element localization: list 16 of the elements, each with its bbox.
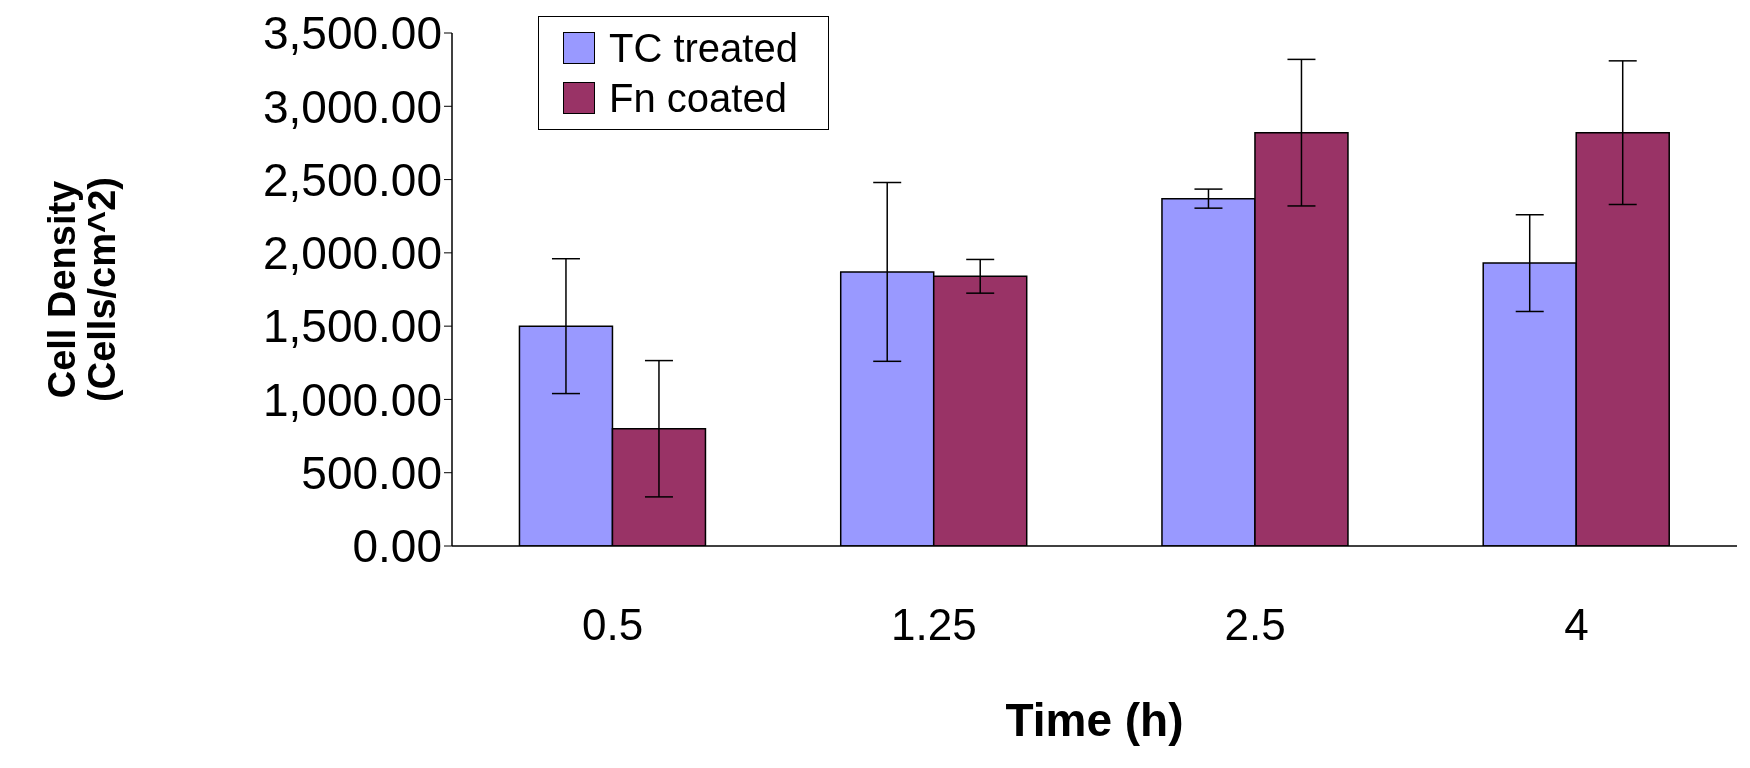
legend-label: Fn coated (609, 75, 787, 122)
y-tick-label: 2,000.00 (262, 227, 442, 280)
x-tick-label: 4 (1564, 600, 1589, 650)
y-tick-label: 3,500.00 (262, 7, 442, 60)
y-tick-label: 1,000.00 (262, 373, 442, 426)
legend-label: TC treated (609, 25, 798, 72)
x-tick-label: 0.5 (582, 600, 644, 650)
y-axis-title: Cell Density (Cells/cm^2) (41, 177, 123, 402)
y-tick-label: 3,000.00 (262, 80, 442, 133)
x-tick-label: 2.5 (1224, 600, 1286, 650)
x-axis-title: Time (h) (1005, 694, 1184, 746)
y-tick-label: 0.00 (352, 520, 442, 573)
y-tick-label: 500.00 (301, 447, 442, 500)
y-tick-label: 2,500.00 (262, 153, 442, 206)
x-tick-label: 1.25 (891, 600, 977, 650)
y-tick-label: 1,500.00 (262, 300, 442, 353)
